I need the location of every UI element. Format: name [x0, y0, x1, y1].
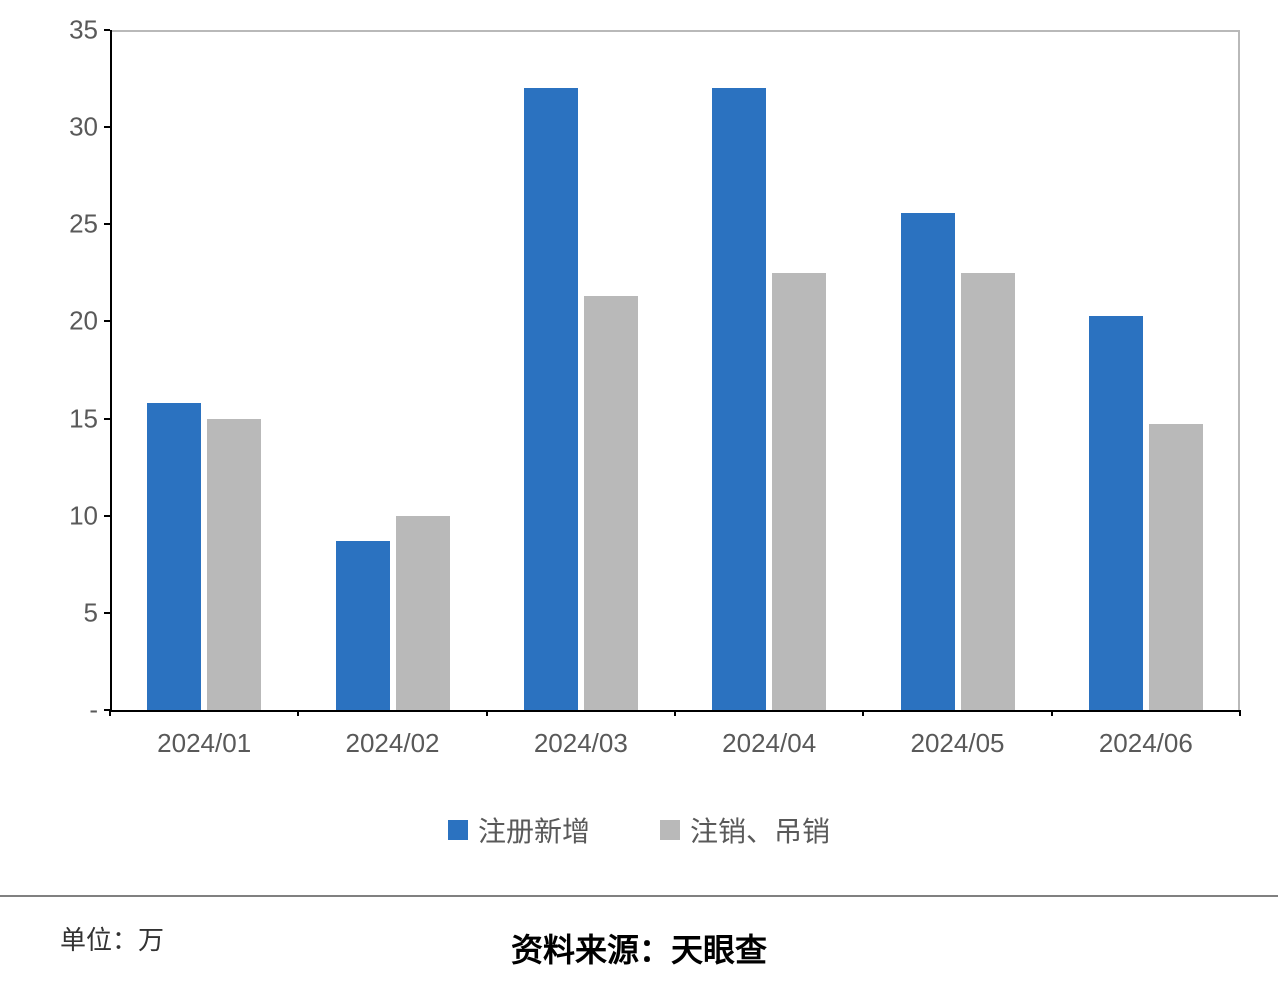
bar-series1	[147, 403, 201, 710]
y-axis-label: 10	[50, 500, 98, 531]
x-tick	[109, 710, 111, 716]
x-axis-label: 2024/05	[911, 728, 1005, 759]
x-tick	[1051, 710, 1053, 716]
legend-item-2: 注销、吊销	[660, 810, 830, 850]
x-tick	[486, 710, 488, 716]
bar-chart: -5101520253035 2024/012024/022024/032024…	[50, 20, 1248, 800]
x-axis-label: 2024/01	[157, 728, 251, 759]
x-axis-label: 2024/04	[722, 728, 816, 759]
x-tick	[674, 710, 676, 716]
legend-swatch-2	[660, 820, 680, 840]
bar-series1	[524, 88, 578, 710]
bar-series1	[1089, 316, 1143, 710]
bar-series2	[772, 273, 826, 710]
bar-series2	[584, 296, 638, 710]
x-axis-label: 2024/03	[534, 728, 628, 759]
chart-legend: 注册新增 注销、吊销	[0, 810, 1278, 850]
y-axis-label: 25	[50, 209, 98, 240]
y-axis-label: 5	[50, 597, 98, 628]
y-axis-label: 30	[50, 112, 98, 143]
bar-series1	[336, 541, 390, 710]
legend-label-1: 注册新增	[478, 810, 590, 850]
bar-series1	[712, 88, 766, 710]
bar-series2	[207, 419, 261, 710]
bar-series2	[396, 516, 450, 710]
x-tick	[1239, 710, 1241, 716]
bar-series1	[901, 213, 955, 710]
legend-label-2: 注销、吊销	[690, 810, 830, 850]
y-axis-label: 15	[50, 403, 98, 434]
legend-swatch-1	[448, 820, 468, 840]
source-label: 资料来源：天眼查	[0, 925, 1278, 971]
bar-series2	[1149, 424, 1203, 710]
x-tick	[297, 710, 299, 716]
y-axis-label: 35	[50, 15, 98, 46]
bar-series2	[961, 273, 1015, 710]
legend-item-1: 注册新增	[448, 810, 590, 850]
footer-divider	[0, 895, 1278, 897]
x-tick	[862, 710, 864, 716]
y-axis-label: -	[50, 695, 98, 726]
x-axis-label: 2024/02	[346, 728, 440, 759]
y-axis-label: 20	[50, 306, 98, 337]
bars-layer	[110, 30, 1240, 710]
x-axis-label: 2024/06	[1099, 728, 1193, 759]
